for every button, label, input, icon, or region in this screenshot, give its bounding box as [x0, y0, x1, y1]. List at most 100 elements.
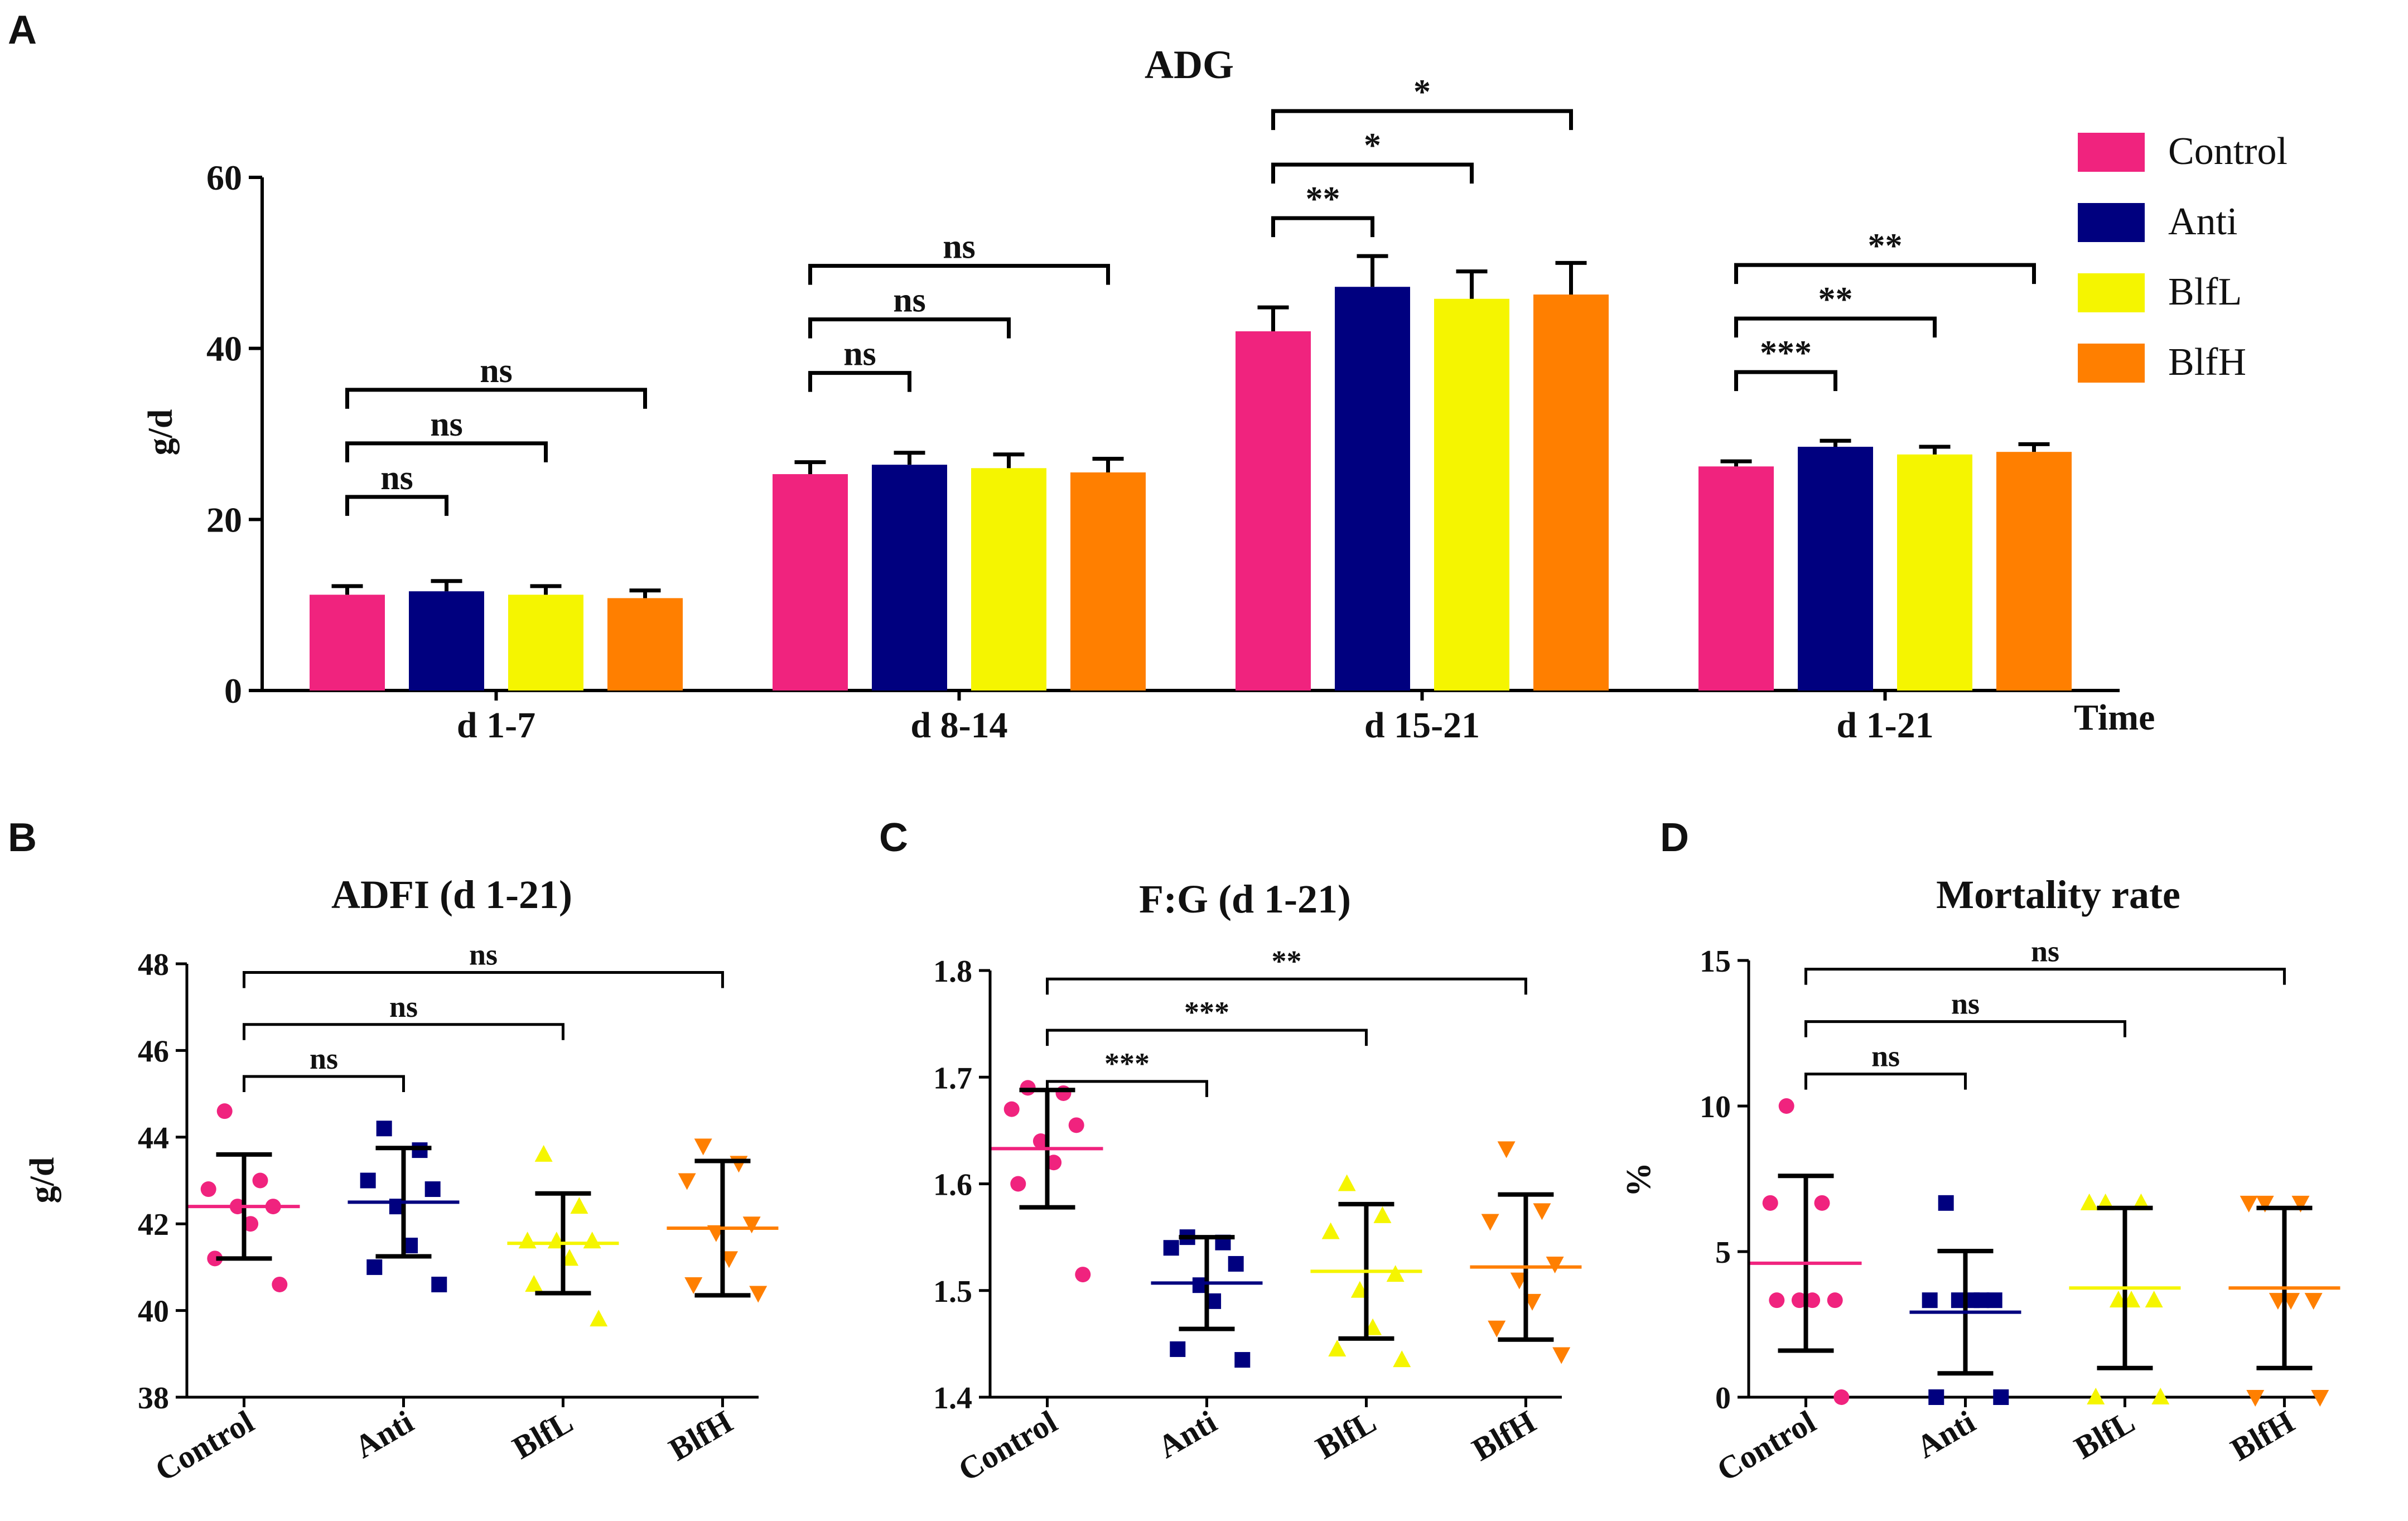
data-point-control: [1003, 1101, 1020, 1117]
significance-label: ns: [310, 1042, 338, 1075]
significance-bracket: [1046, 1029, 1368, 1046]
data-point-anti: [1993, 1389, 2009, 1405]
data-point-blfh: [684, 1277, 703, 1294]
data-point-blfl: [1373, 1206, 1392, 1223]
significance-label: ns: [430, 405, 463, 443]
data-point-control: [207, 1250, 223, 1267]
data-point-anti: [1234, 1352, 1251, 1368]
data-point-blfl: [570, 1197, 588, 1214]
data-point-blfl: [525, 1274, 543, 1292]
panel-b-y-tick-label: 40: [138, 1295, 169, 1329]
panel-a-x-tick-label: d 1-7: [457, 705, 535, 746]
data-point-anti: [360, 1172, 376, 1189]
significance-label: ns: [1951, 987, 1980, 1021]
data-point-control: [252, 1172, 268, 1189]
panel-a-x-tick-label: d 8-14: [910, 705, 1007, 746]
panel-d-y-tick-label: 10: [1700, 1090, 1731, 1124]
panel-a-x-label: Time: [2074, 697, 2155, 738]
significance-label: ***: [1104, 1047, 1150, 1080]
significance-label: ns: [469, 938, 498, 972]
panel-d-y-tick-label: 5: [1715, 1235, 1731, 1270]
legend-swatch-anti: [2078, 203, 2145, 242]
data-point-blfh: [1552, 1347, 1571, 1364]
bar-blfl-d-15-21: [1434, 298, 1509, 691]
data-point-anti: [424, 1181, 441, 1198]
bar-blfh-d-1-21: [1996, 452, 2072, 691]
panel-b-y-label: g/d: [23, 1157, 61, 1204]
data-point-control: [216, 1103, 233, 1119]
panel-d-y-label: %: [1620, 1162, 1658, 1197]
significance-bracket: [243, 1075, 405, 1093]
panel-d-y-tick-label: 15: [1700, 944, 1731, 979]
significance-bracket: [808, 264, 1110, 285]
data-point-blfh: [1497, 1141, 1516, 1158]
bar-anti-d-1-21: [1798, 447, 1873, 691]
data-point-control: [1075, 1267, 1091, 1283]
significance-label: **: [1271, 944, 1301, 978]
data-point-blfl: [2087, 1388, 2105, 1404]
significance-bracket: [243, 971, 724, 988]
data-point-blfl: [2151, 1388, 2170, 1404]
data-point-blfh: [678, 1173, 696, 1190]
data-point-control: [1827, 1292, 1843, 1308]
data-point-blfh: [2256, 1195, 2274, 1213]
significance-bracket: [1734, 370, 1837, 392]
significance-label: **: [1818, 281, 1853, 318]
bar-blfl-d-8-14: [971, 468, 1046, 691]
legend-swatch-blfh: [2078, 344, 2145, 383]
bar-anti-d-15-21: [1335, 287, 1410, 691]
data-point-control: [1791, 1292, 1807, 1308]
significance-bracket: [1046, 977, 1527, 995]
data-point-blfh: [742, 1216, 761, 1234]
data-point-anti: [376, 1121, 392, 1137]
significance-bracket: [1804, 968, 2286, 985]
significance-label: ***: [1760, 334, 1812, 372]
panel-letter-c: C: [879, 815, 908, 860]
data-point-blfh: [2304, 1293, 2323, 1310]
significance-label: **: [1868, 227, 1903, 265]
bar-anti-d-8-14: [872, 465, 947, 691]
panel-c-y-tick-label: 1.7: [933, 1061, 972, 1095]
panel-d-y-tick-label: 0: [1715, 1381, 1731, 1416]
data-point-blfh: [1546, 1256, 1564, 1273]
legend: Control Anti BlfL BlfH: [2078, 130, 2288, 384]
panel-c-y-tick-label: 1.6: [933, 1168, 972, 1203]
significance-bracket: [1271, 162, 1474, 184]
data-point-blfh: [2240, 1195, 2258, 1213]
bar-anti-d-1-7: [409, 591, 484, 691]
data-point-blfh: [1533, 1203, 1551, 1220]
panel-c-title: F:G (d 1-21): [1139, 877, 1351, 921]
legend-swatch-control: [2078, 133, 2145, 172]
data-point-blfl: [1386, 1265, 1405, 1282]
bar-blfh-d-8-14: [1070, 472, 1146, 691]
panel-letter-b: B: [8, 815, 37, 860]
data-point-control: [1010, 1176, 1026, 1192]
data-point-anti: [1922, 1292, 1938, 1308]
data-point-anti: [1928, 1389, 1944, 1405]
significance-label: ns: [943, 228, 976, 266]
data-point-control: [1068, 1117, 1084, 1133]
significance-bracket: [1046, 1080, 1208, 1097]
data-point-blfl: [2080, 1193, 2098, 1210]
panel-c-y-tick-label: 1.5: [933, 1274, 972, 1309]
significance-bracket: [1734, 316, 1937, 338]
significance-label: **: [1306, 180, 1340, 218]
bar-blfl-d-1-7: [508, 595, 583, 691]
panel-a-y-tick-label: 20: [206, 500, 242, 539]
panel-b-title: ADFI (d 1-21): [331, 872, 572, 917]
data-point-blfl: [1321, 1222, 1340, 1239]
panel-d-title: Mortality rate: [1936, 872, 2180, 917]
significance-bracket: [1804, 1020, 2126, 1037]
legend-label-control: Control: [2168, 130, 2288, 173]
data-point-control: [272, 1276, 288, 1292]
significance-bracket: [1271, 216, 1374, 238]
data-point-blfl: [590, 1310, 608, 1327]
data-point-blfh: [1481, 1214, 1499, 1231]
legend-swatch-blfl: [2078, 273, 2145, 312]
panel-b-y-tick-label: 38: [138, 1381, 169, 1416]
panel-a-title: ADG: [1145, 42, 1234, 87]
bar-blfl-d-1-21: [1897, 454, 1972, 691]
significance-label: ns: [480, 352, 513, 390]
